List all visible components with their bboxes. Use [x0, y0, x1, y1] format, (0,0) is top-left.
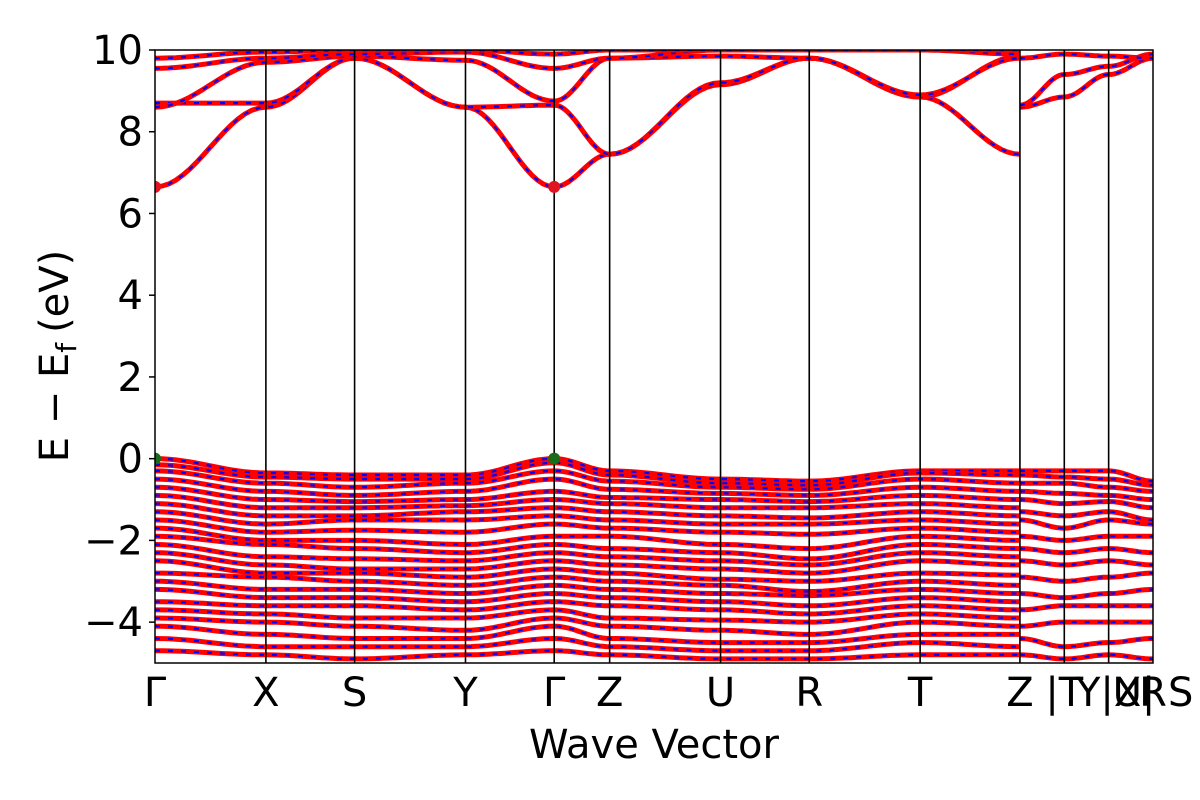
x-tick-label-1: X	[252, 670, 279, 716]
valence-band-segment-down-7	[1019, 535, 1153, 542]
valence-band-segment-down-14	[1019, 637, 1153, 648]
conduction-band-up-0	[155, 55, 1021, 190]
valence-band-segment-down-13	[1019, 621, 1153, 628]
valence-band-down-20	[155, 625, 1020, 644]
vbm-marker-2	[155, 452, 161, 465]
valence-band-up-21	[155, 635, 1020, 654]
conduction-band-down-2	[155, 54, 1020, 109]
x-tick-label-5: Z	[596, 670, 623, 716]
valence-band-up-18	[155, 607, 1020, 625]
conduction-band-segment-up-1	[1019, 51, 1153, 108]
y-tick-label-4: 4	[118, 273, 143, 319]
x-tick-label-4: Γ	[543, 670, 566, 716]
y-tick-label-1: −2	[84, 518, 143, 564]
cbm-marker-0	[155, 180, 161, 193]
y-tick-label-5: 6	[118, 191, 143, 237]
x-tick-label-6: U	[706, 670, 735, 716]
valence-band-segment-down-10	[1019, 572, 1153, 583]
valence-band-up-19	[155, 615, 1020, 637]
plot-frame	[154, 49, 1154, 664]
conduction-band-segment-up-0	[1019, 55, 1153, 110]
y-axis-label-main: E − E	[32, 353, 78, 463]
x-axis-ticks: Γ X S Y Γ Z U R T Z |TY|XU| SR	[144, 670, 1194, 716]
x-tick-label-10: |T	[1045, 670, 1083, 716]
x-tick-label-0: Γ	[144, 670, 167, 716]
y-axis-ticks: −4 −2 0 2 4 6 8 10	[84, 28, 155, 646]
valence-band-down-7	[155, 510, 1020, 526]
valence-band-down-3	[155, 477, 1020, 497]
valence-band-up-15	[155, 578, 1020, 599]
cbm-marker-1	[548, 180, 561, 193]
x-tick-label-7: R	[795, 670, 823, 716]
band-lines	[155, 50, 1153, 662]
y-tick-label-2: 0	[118, 437, 143, 483]
y-tick-label-7: 10	[92, 28, 143, 74]
valence-band-segment-down-11	[1019, 588, 1153, 599]
conduction-band-down-0	[155, 57, 1020, 189]
y-axis-label: E − Ef (eV)	[32, 250, 83, 463]
valence-band-segment-down-12	[1019, 604, 1153, 611]
y-tick-label-0: −4	[84, 600, 143, 646]
valence-band-segment-down-8	[1019, 547, 1153, 554]
valence-band-down-5	[155, 494, 1020, 509]
valence-band-up-16	[155, 586, 1020, 609]
valence-band-up-22	[155, 648, 1020, 662]
x-tick-label-3: Y	[452, 670, 478, 716]
valence-band-down-8	[155, 518, 1020, 536]
conduction-band-up-4	[155, 50, 1020, 61]
valence-band-down-6	[155, 502, 1020, 519]
valence-band-down-11	[155, 543, 1020, 566]
x-axis-label: Wave Vector	[529, 722, 780, 768]
valence-band-segment-down-9	[1019, 559, 1153, 566]
y-axis-label-subscript: f	[50, 342, 83, 353]
extrema-markers	[155, 180, 561, 465]
valence-band-up-14	[155, 570, 1020, 595]
valence-band-down-12	[155, 551, 1020, 575]
y-tick-label-6: 8	[118, 110, 143, 156]
x-tick-label-end: R	[1139, 670, 1167, 716]
conduction-band-segment-down-2	[1019, 53, 1153, 60]
valence-band-down-9	[155, 527, 1020, 550]
valence-band-up-17	[155, 599, 1020, 617]
x-tick-label-12: U| S	[1113, 670, 1194, 716]
valence-band-segment-down-15	[1019, 653, 1153, 660]
valence-band-up-10	[155, 533, 1020, 562]
valence-band-segment-down-3	[1019, 490, 1153, 501]
valence-band-down-0	[155, 457, 1020, 483]
x-tick-label-2: S	[342, 670, 367, 716]
y-tick-label-3: 2	[118, 355, 143, 401]
valence-band-segment-down-0	[1019, 469, 1153, 483]
valence-band-segment-down-2	[1019, 482, 1153, 493]
valence-band-down-1	[155, 461, 1020, 487]
valence-band-segment-down-4	[1019, 498, 1153, 509]
high-symmetry-lines	[265, 50, 1110, 663]
x-tick-label-9: Z	[1006, 670, 1033, 716]
conduction-band-segment-down-0	[1019, 57, 1153, 109]
valence-band-segment-down-6	[1019, 518, 1153, 530]
valence-band-down-2	[155, 469, 1020, 491]
vbm-marker-3	[548, 452, 561, 465]
conduction-band-segment-down-1	[1019, 53, 1153, 107]
valence-band-segment-down-1	[1019, 473, 1153, 487]
y-axis-label-unit: (eV)	[32, 250, 78, 333]
valence-band-segment-down-5	[1019, 510, 1153, 522]
valence-band-down-13	[155, 559, 1020, 583]
x-tick-label-11: Y|X	[1075, 670, 1141, 716]
conduction-band-down-3	[155, 50, 1020, 70]
valence-band-down-4	[155, 486, 1020, 503]
x-tick-label-8: T	[907, 670, 933, 716]
